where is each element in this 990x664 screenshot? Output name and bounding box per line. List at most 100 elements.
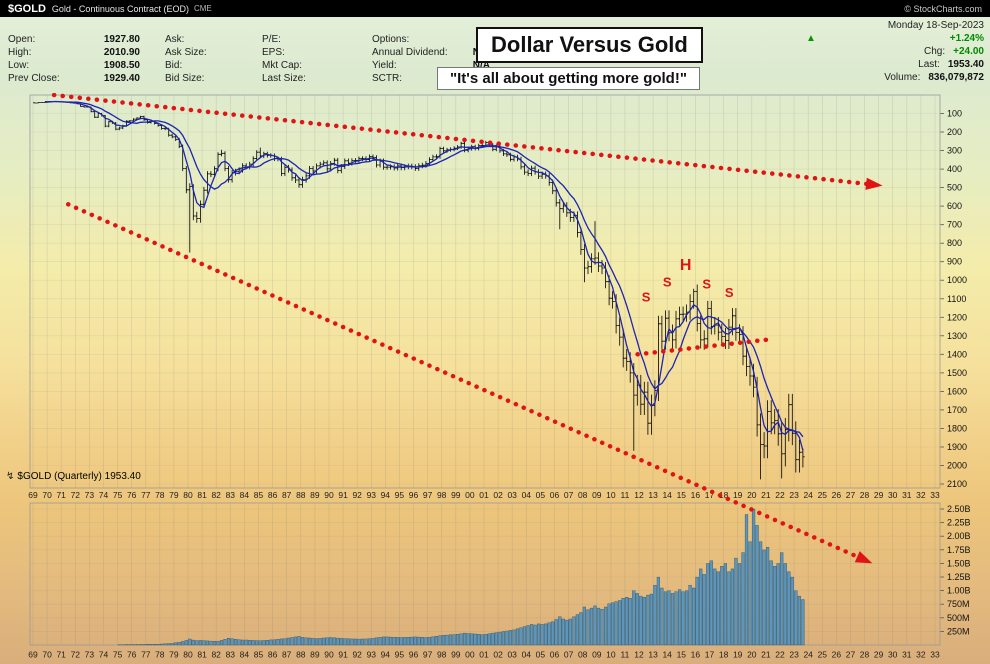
svg-text:91: 91	[338, 490, 348, 500]
quote-row: Annual Dividend:N/A	[372, 46, 490, 59]
svg-text:11: 11	[620, 650, 629, 660]
svg-text:97: 97	[423, 650, 433, 660]
svg-text:19: 19	[733, 650, 743, 660]
svg-text:21: 21	[761, 650, 771, 660]
svg-text:83: 83	[226, 490, 236, 500]
svg-text:700: 700	[947, 220, 962, 230]
quote-row: Low: 1908.50	[8, 59, 140, 72]
svg-text:15: 15	[677, 650, 687, 660]
volume-value: 836,079,872	[928, 72, 984, 83]
svg-text:04: 04	[522, 650, 532, 660]
svg-text:87: 87	[282, 490, 292, 500]
svg-text:74: 74	[99, 650, 109, 660]
svg-text:70: 70	[42, 650, 52, 660]
svg-text:17: 17	[705, 490, 715, 500]
quote-row: Ask Size:	[165, 46, 255, 59]
quote-pct-row: ▲ +1.24%	[806, 32, 984, 45]
svg-text:28: 28	[860, 490, 870, 500]
svg-text:96: 96	[409, 650, 419, 660]
svg-text:32: 32	[916, 650, 926, 660]
svg-text:82: 82	[211, 650, 221, 660]
svg-text:750M: 750M	[947, 599, 970, 609]
quote-col-ohlc: Open: 1927.80 High: 2010.90 Low: 1908.50 Pr…	[8, 33, 140, 85]
svg-text:08: 08	[578, 490, 588, 500]
svg-text:97: 97	[423, 490, 433, 500]
svg-text:05: 05	[536, 650, 546, 660]
svg-text:100: 100	[947, 109, 962, 119]
svg-text:06: 06	[550, 490, 560, 500]
svg-text:S: S	[663, 275, 672, 290]
svg-text:300: 300	[947, 146, 962, 156]
svg-text:28: 28	[860, 650, 870, 660]
svg-text:1200: 1200	[947, 312, 967, 322]
date-text: Monday 18-Sep-2023	[887, 20, 984, 31]
svg-text:12: 12	[634, 490, 644, 500]
svg-text:1.00B: 1.00B	[947, 586, 971, 596]
svg-text:90: 90	[324, 650, 334, 660]
svg-text:29: 29	[874, 490, 884, 500]
last-value: 1953.40	[947, 59, 984, 70]
svg-text:69: 69	[28, 650, 38, 660]
svg-text:71: 71	[56, 490, 66, 500]
svg-text:2.50B: 2.50B	[947, 504, 971, 514]
svg-text:32: 32	[916, 490, 926, 500]
svg-text:1300: 1300	[947, 331, 967, 341]
svg-text:800: 800	[947, 238, 962, 248]
svg-text:24: 24	[803, 490, 813, 500]
svg-text:78: 78	[155, 490, 165, 500]
svg-text:87: 87	[282, 650, 292, 660]
svg-text:2.25B: 2.25B	[947, 518, 971, 528]
chart-header-bar: $GOLD Gold - Continuous Contract (EOD) C…	[0, 0, 990, 17]
svg-text:07: 07	[564, 650, 574, 660]
svg-text:94: 94	[381, 490, 391, 500]
svg-text:82: 82	[211, 490, 221, 500]
svg-text:09: 09	[592, 490, 602, 500]
svg-text:99: 99	[451, 490, 461, 500]
svg-text:85: 85	[254, 650, 264, 660]
quote-date: Monday 18-Sep-2023	[806, 19, 984, 32]
svg-text:21: 21	[761, 490, 771, 500]
svg-text:10: 10	[606, 650, 616, 660]
svg-text:24: 24	[803, 650, 813, 660]
pct-change: +1.24%	[949, 33, 984, 44]
svg-text:500M: 500M	[947, 613, 970, 623]
svg-text:400: 400	[947, 164, 962, 174]
svg-text:76: 76	[127, 490, 137, 500]
price-volume-chart: 1002003004005006007008009001000110012001…	[28, 93, 971, 660]
svg-text:500: 500	[947, 183, 962, 193]
svg-text:08: 08	[578, 650, 588, 660]
chg-value: +24.00	[953, 46, 984, 57]
svg-text:01: 01	[479, 490, 489, 500]
svg-text:95: 95	[395, 490, 405, 500]
field-label: Bid Size:	[165, 73, 205, 84]
quote-row: EPS:	[262, 46, 362, 59]
svg-text:1.50B: 1.50B	[947, 558, 971, 568]
svg-text:00: 00	[465, 650, 475, 660]
quote-row: Last Size:	[262, 72, 362, 85]
svg-text:93: 93	[367, 490, 377, 500]
stockcharts-branding: © StockCharts.com	[904, 3, 982, 14]
svg-text:1800: 1800	[947, 423, 967, 433]
svg-text:77: 77	[141, 490, 151, 500]
svg-text:12: 12	[634, 650, 644, 660]
svg-text:06: 06	[550, 650, 560, 660]
svg-text:1400: 1400	[947, 349, 967, 359]
quote-row: Bid Size:	[165, 72, 255, 85]
svg-text:92: 92	[352, 490, 362, 500]
svg-text:77: 77	[141, 650, 151, 660]
exchange: CME	[193, 4, 212, 13]
quote-chg-row: Chg: +24.00	[806, 45, 984, 58]
svg-text:01: 01	[479, 650, 489, 660]
quote-row: P/E:	[262, 33, 362, 46]
svg-text:72: 72	[71, 490, 81, 500]
svg-text:16: 16	[691, 490, 701, 500]
svg-text:09: 09	[592, 650, 602, 660]
svg-text:20: 20	[747, 650, 757, 660]
field-label: Mkt Cap:	[262, 60, 303, 71]
svg-text:31: 31	[902, 490, 912, 500]
svg-text:1000: 1000	[947, 275, 967, 285]
svg-text:600: 600	[947, 201, 962, 211]
svg-text:25: 25	[818, 490, 828, 500]
svg-text:13: 13	[648, 650, 658, 660]
quote-row: Prev Close: 1929.40	[8, 72, 140, 85]
